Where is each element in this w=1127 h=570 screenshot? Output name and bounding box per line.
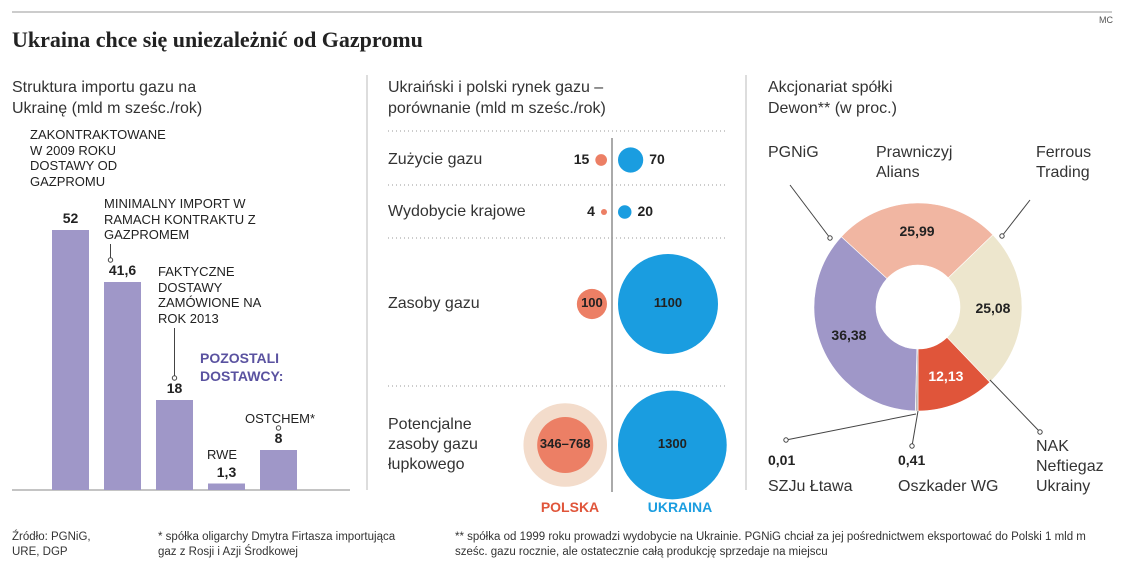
leader-line: [785, 413, 917, 441]
bubble: [618, 390, 727, 500]
leader-line: [989, 379, 1041, 433]
bubble: [618, 147, 644, 173]
footnote: * spółka oligarchy Dmytra Firtasza impor…: [158, 531, 396, 558]
category-label: ZAKONTRAKTOWANE W 2009 ROKU DOSTAWY OD G…: [30, 127, 166, 189]
bubble: [618, 254, 718, 354]
value-label: 0,41: [898, 452, 926, 468]
bar: [104, 282, 141, 490]
bar: [52, 230, 89, 490]
leader-line: [911, 410, 919, 447]
category-label: RWE: [207, 447, 238, 462]
bubble: [537, 416, 594, 474]
footnote: ** spółka od 1999 roku prowadzi wydobyci…: [455, 531, 1086, 558]
value-label: 8: [274, 430, 283, 446]
source: Źródło: PGNiG, URE, DGP: [12, 531, 91, 558]
leader-dot: [999, 233, 1005, 239]
bubble: [595, 154, 607, 166]
chart-title: Akcjonariat spółki Dewon** (w proc.): [768, 79, 897, 117]
value-label: 25,99: [899, 223, 935, 239]
category-label: Oszkader WG: [898, 478, 999, 495]
bubble: [618, 205, 632, 219]
value-label: 20: [637, 203, 654, 219]
value-label: 52: [62, 210, 79, 226]
chart-title: Ukraiński i polski rynek gazu – porównan…: [388, 79, 606, 117]
category-label: FAKTYCZNE DOSTAWY ZAMÓWIONE NA ROK 2013: [158, 264, 261, 326]
value-label: 70: [649, 151, 665, 167]
leader-dot: [107, 257, 114, 263]
chart-title: Struktura importu gazu na Ukrainę (mld m…: [12, 79, 203, 117]
leader-dot: [275, 425, 282, 431]
category-label: NAK Neftiegaz Ukrainy: [1036, 438, 1104, 495]
category-label: PGNiG: [768, 144, 819, 161]
value-label: 18: [166, 380, 183, 396]
value-label: 25,08: [975, 299, 1011, 316]
row-label: Wydobycie krajowe: [388, 203, 526, 220]
row-label: Potencjalne zasoby gazu łupkowego: [388, 416, 478, 473]
value-label: 0,01: [768, 452, 796, 468]
credit: MC: [1099, 15, 1113, 25]
leader-dot: [1037, 429, 1043, 435]
slice: [946, 234, 1023, 383]
category-label: Ferrous Trading: [1036, 144, 1092, 181]
leader-line: [1001, 199, 1031, 237]
bar: [208, 483, 245, 490]
bubble: [600, 208, 607, 216]
value-label: 4: [587, 203, 595, 219]
category-label: SZJu Łtawa: [768, 478, 853, 495]
value-label: 41,6: [108, 262, 137, 278]
bar: [156, 400, 193, 490]
value-label: 15: [573, 151, 590, 167]
row-label: Zasoby gazu: [388, 295, 480, 312]
slice: [813, 236, 918, 412]
category-label: OSTCHEM*: [245, 411, 316, 426]
legend-entry: POLSKA: [540, 499, 600, 515]
value-label: 1,3: [216, 463, 237, 480]
category-label: Prawniczyj Alians: [876, 144, 953, 181]
slice: [840, 202, 994, 280]
leader-dot: [783, 437, 789, 443]
annotation: POZOSTALI DOSTAWCY:: [200, 350, 284, 384]
legend-entry: UKRAINA: [647, 499, 713, 515]
value-label: 346–768: [539, 436, 591, 451]
leader-dot: [909, 443, 915, 449]
value-label: 36,38: [831, 327, 867, 344]
bubble: [576, 288, 607, 320]
value-label: 12,13: [928, 367, 964, 384]
row-label: Zużycie gazu: [388, 151, 483, 168]
value-label: 1300: [657, 436, 687, 451]
leader-dot: [827, 235, 833, 241]
value-label: 100: [581, 295, 603, 310]
bar: [260, 450, 297, 490]
page-title: Ukraina chce się uniezależnić od Gazprom…: [12, 27, 423, 52]
leader-dot: [171, 375, 178, 381]
leader-line: [789, 184, 831, 239]
category-label: MINIMALNY IMPORT W RAMACH KONTRAKTU Z GA…: [104, 196, 256, 243]
value-label: 1100: [653, 295, 683, 310]
row-separators: [388, 130, 728, 387]
